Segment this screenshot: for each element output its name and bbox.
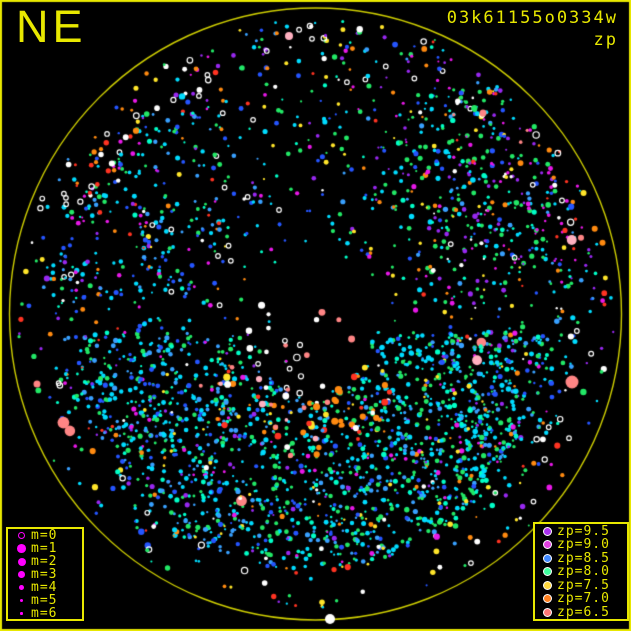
color-legend-row: zp=9.0	[538, 537, 627, 552]
zeropoint-marker-icon	[538, 526, 557, 536]
color-legend-label: zp=9.5	[557, 523, 610, 539]
zeropoint-marker-icon	[538, 540, 557, 549]
size-legend-row: m=4	[12, 580, 82, 595]
magnitude-marker-icon	[12, 531, 31, 540]
color-legend-label: zp=7.0	[557, 591, 610, 606]
zeropoint-marker-icon	[538, 594, 557, 603]
color-legend-row: zp=9.5	[538, 523, 627, 539]
color-legend-label: zp=8.0	[557, 564, 610, 579]
zeropoint-marker-icon	[538, 607, 557, 617]
color-legend-label: zp=9.0	[557, 537, 610, 552]
zeropoint-marker-icon	[538, 553, 557, 563]
magnitude-legend: m=0 m=1 m=2 m=3 m=4 m=5 m=6	[6, 527, 84, 621]
size-legend-row: m=5	[12, 593, 82, 608]
color-legend-label: zp=6.5	[557, 604, 610, 620]
color-legend-row: zp=8.0	[538, 564, 627, 579]
magnitude-marker-icon	[12, 612, 31, 615]
size-legend-row: m=0	[12, 528, 82, 543]
size-legend-row: m=1	[12, 541, 82, 556]
color-legend-row: zp=7.5	[538, 577, 627, 593]
color-legend-label: zp=8.5	[557, 550, 610, 566]
plot-title: 03k61155o0334w	[446, 8, 618, 28]
plot-subtitle: zp	[593, 30, 618, 50]
size-legend-row: m=2	[12, 554, 82, 569]
size-legend-label: m=2	[31, 554, 58, 569]
magnitude-marker-icon	[12, 598, 31, 603]
color-legend-label: zp=7.5	[557, 577, 610, 593]
color-legend-row: zp=6.5	[538, 604, 627, 620]
magnitude-marker-icon	[12, 544, 31, 553]
title-block: 03k61155o0334w zp	[447, 7, 618, 51]
size-legend-label: m=6	[31, 606, 58, 621]
magnitude-marker-icon	[12, 571, 31, 578]
size-legend-row: m=3	[12, 567, 82, 582]
color-legend-row: zp=7.0	[538, 591, 627, 606]
size-legend-label: m=1	[31, 541, 58, 556]
size-legend-label: m=5	[31, 593, 58, 608]
color-legend-row: zp=8.5	[538, 550, 627, 566]
zeropoint-marker-icon	[538, 567, 557, 576]
size-legend-row: m=6	[12, 606, 82, 621]
zeropoint-marker-icon	[538, 580, 557, 590]
size-legend-label: m=4	[31, 580, 58, 595]
magnitude-marker-icon	[12, 585, 31, 590]
magnitude-marker-icon	[12, 557, 31, 566]
size-legend-label: m=0	[31, 528, 58, 543]
size-legend-label: m=3	[31, 567, 58, 582]
orientation-label: NE	[16, 1, 87, 52]
zeropoint-legend: zp=9.5 zp=9.0 zp=8.5 zp=8.0 zp=7.5 zp=7.0 zp=6…	[533, 522, 629, 621]
